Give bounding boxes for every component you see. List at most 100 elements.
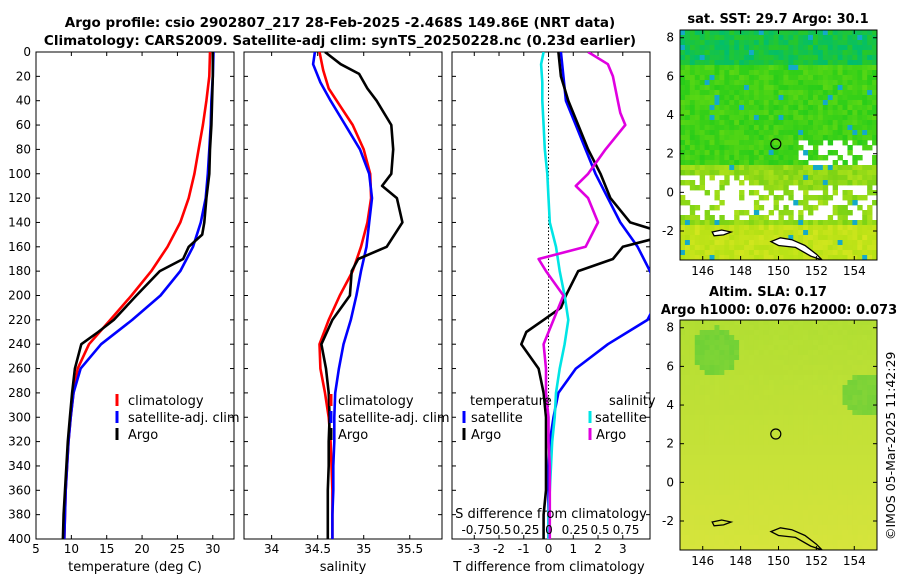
heatmap-cell xyxy=(714,100,720,106)
heatmap-cell xyxy=(758,105,765,111)
heatmap-cell xyxy=(857,345,863,351)
heatmap-cell xyxy=(812,335,819,341)
heatmap-cell xyxy=(684,345,691,351)
heatmap-cell xyxy=(729,240,735,246)
heatmap-cell xyxy=(778,30,784,36)
heatmap-cell xyxy=(847,465,853,471)
heatmap-cell xyxy=(783,520,789,526)
heatmap-cell xyxy=(744,165,750,171)
heatmap-cell xyxy=(684,170,691,176)
heatmap-cell xyxy=(822,430,829,436)
heatmap-cell xyxy=(773,195,779,201)
heatmap-cell xyxy=(689,400,696,406)
heatmap-cell xyxy=(699,170,706,176)
heatmap-cell xyxy=(812,410,819,416)
heatmap-cell xyxy=(822,385,829,391)
heatmap-cell xyxy=(857,175,863,181)
heatmap-cell xyxy=(724,170,730,176)
heatmap-cell xyxy=(783,125,789,131)
heatmap-cell xyxy=(793,110,799,116)
heatmap-cell xyxy=(783,450,789,456)
heatmap-cell xyxy=(714,325,720,331)
heatmap-cell xyxy=(719,425,725,431)
heatmap-cell xyxy=(803,100,809,106)
heatmap-cell xyxy=(699,475,706,481)
heatmap-cell xyxy=(793,360,799,366)
heatmap-cell xyxy=(704,155,710,161)
heatmap-cell xyxy=(680,200,686,206)
heatmap-cell xyxy=(827,375,834,381)
heatmap-cell xyxy=(739,495,745,501)
heatmap-cell xyxy=(753,510,760,516)
heatmap-cell xyxy=(817,165,824,171)
heatmap-cell xyxy=(744,450,750,456)
heatmap-cell xyxy=(699,415,706,421)
heatmap-cell xyxy=(684,425,691,431)
heatmap-cell xyxy=(719,135,725,141)
heatmap-cell xyxy=(827,330,834,336)
heatmap-cell xyxy=(857,420,863,426)
heatmap-cell xyxy=(812,535,819,541)
heatmap-cell xyxy=(808,455,814,461)
heatmap-cell xyxy=(699,470,706,476)
heatmap-cell xyxy=(862,65,868,71)
heatmap-cell xyxy=(837,255,843,260)
heatmap-cell xyxy=(739,335,745,341)
heatmap-cell xyxy=(842,450,848,456)
heatmap-cell xyxy=(684,85,691,91)
heatmap-cell xyxy=(699,110,706,116)
heatmap-cell xyxy=(689,90,696,96)
heatmap-cell xyxy=(803,115,809,121)
heatmap-cell xyxy=(748,100,755,106)
heatmap-cell xyxy=(817,240,824,246)
heatmap-cell xyxy=(739,180,745,186)
heatmap-cell xyxy=(714,490,720,496)
heatmap-cell xyxy=(803,85,809,91)
heatmap-cell xyxy=(817,50,824,56)
heatmap-cell xyxy=(773,355,779,361)
heatmap-cell xyxy=(709,100,715,106)
heatmap-cell xyxy=(793,470,799,476)
heatmap-cell xyxy=(842,195,848,201)
heatmap-cell xyxy=(758,75,765,81)
heatmap-cell xyxy=(812,415,819,421)
heatmap-cell xyxy=(768,100,774,106)
heatmap-cell xyxy=(852,155,858,161)
temperature-xlabel: temperature (deg C) xyxy=(68,560,202,575)
heatmap-cell xyxy=(689,55,696,61)
y-tick-label: 160 xyxy=(8,240,31,254)
heatmap-cell xyxy=(729,340,735,346)
heatmap-cell xyxy=(778,60,784,66)
heatmap-cell xyxy=(842,410,848,416)
heatmap-cell xyxy=(847,250,853,256)
heatmap-cell xyxy=(758,110,765,116)
legend-t-argo-label: Argo xyxy=(471,428,501,443)
heatmap-cell xyxy=(812,225,819,231)
heatmap-cell xyxy=(768,545,774,550)
heatmap-cell xyxy=(812,430,819,436)
heatmap-cell xyxy=(783,75,789,81)
heatmap-cell xyxy=(714,535,720,541)
heatmap-cell xyxy=(867,380,873,386)
heatmap-cell xyxy=(803,420,809,426)
heatmap-cell xyxy=(773,150,779,156)
heatmap-cell xyxy=(822,345,829,351)
heatmap-cell xyxy=(793,370,799,376)
heatmap-cell xyxy=(788,460,794,466)
heatmap-cell xyxy=(768,150,774,156)
heatmap-cell xyxy=(684,35,691,41)
heatmap-cell xyxy=(704,105,710,111)
heatmap-cell xyxy=(684,55,691,61)
heatmap-cell xyxy=(817,540,824,546)
heatmap-cell xyxy=(680,405,686,411)
heatmap-cell xyxy=(837,390,843,396)
heatmap-cell xyxy=(822,115,829,121)
heatmap-cell xyxy=(847,495,853,501)
heatmap-cell xyxy=(748,440,755,446)
heatmap-cell xyxy=(684,530,691,536)
heatmap-cell xyxy=(704,335,710,341)
heatmap-cell xyxy=(694,45,701,51)
heatmap-cell xyxy=(689,85,696,91)
heatmap-cell xyxy=(768,470,774,476)
heatmap-cell xyxy=(867,435,873,441)
